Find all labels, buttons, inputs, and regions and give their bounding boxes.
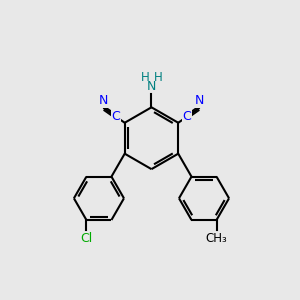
Text: C: C	[182, 110, 191, 123]
Text: CH₃: CH₃	[206, 232, 227, 245]
Text: N: N	[99, 94, 109, 107]
Text: Cl: Cl	[80, 232, 92, 245]
Text: N: N	[147, 80, 156, 94]
Text: H: H	[154, 71, 162, 84]
Text: H: H	[141, 71, 149, 84]
Text: N: N	[194, 94, 204, 107]
Text: C: C	[112, 110, 121, 123]
